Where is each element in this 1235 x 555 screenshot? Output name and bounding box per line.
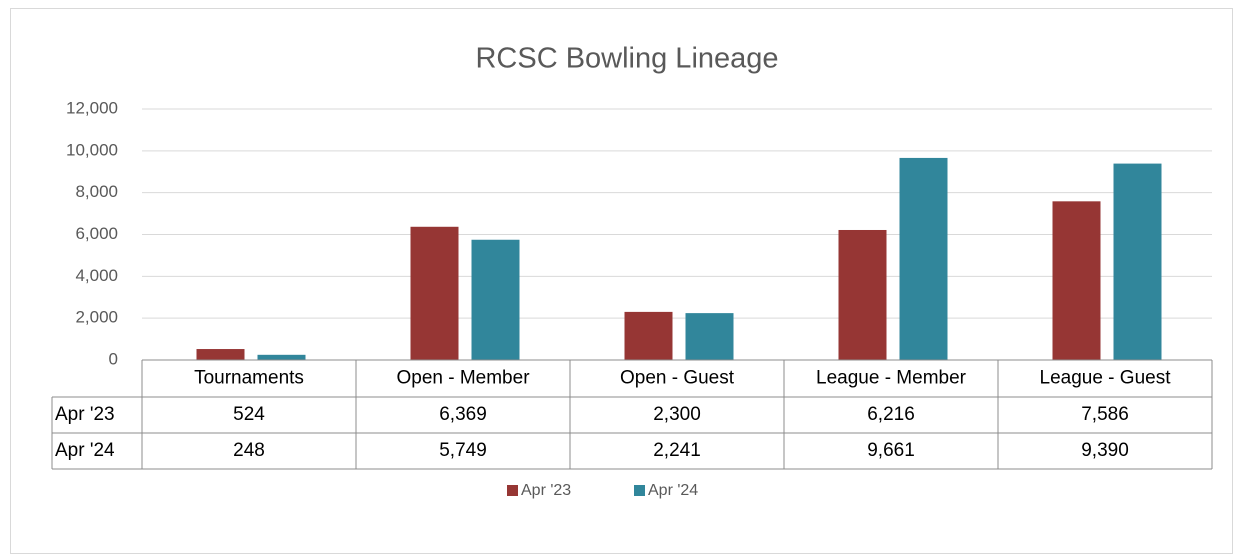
data-label: 248 xyxy=(233,440,265,461)
bar xyxy=(1113,163,1162,360)
data-label: 5,749 xyxy=(439,440,487,461)
bar xyxy=(624,311,673,360)
y-tick-label: 0 xyxy=(109,349,118,368)
chart-title: RCSC Bowling Lineage xyxy=(475,43,778,75)
y-tick-label: 8,000 xyxy=(75,182,118,201)
legend-label: Apr '23 xyxy=(521,482,571,499)
data-label: 9,661 xyxy=(867,440,915,461)
x-tick-label: Open - Guest xyxy=(620,368,735,389)
bar xyxy=(838,229,887,360)
x-tick-label: League - Member xyxy=(816,368,967,389)
data-label: 2,241 xyxy=(653,440,701,461)
bar xyxy=(685,313,734,360)
data-label: 6,369 xyxy=(439,404,487,425)
x-tick-label: Tournaments xyxy=(194,368,304,389)
data-label: 7,586 xyxy=(1081,404,1129,425)
data-label: 9,390 xyxy=(1081,440,1129,461)
legend-label: Apr '24 xyxy=(648,482,698,499)
bar xyxy=(1052,201,1101,360)
x-tick-label: Open - Member xyxy=(396,368,530,389)
row-header: Apr '24 xyxy=(55,440,115,461)
bar xyxy=(410,226,459,360)
data-label: 6,216 xyxy=(867,404,915,425)
chart-border xyxy=(10,8,1233,554)
y-tick-label: 4,000 xyxy=(75,266,118,285)
data-label: 2,300 xyxy=(653,404,701,425)
legend-swatch xyxy=(507,485,518,496)
bar xyxy=(196,349,245,360)
y-tick-label: 2,000 xyxy=(75,308,118,327)
y-tick-label: 10,000 xyxy=(66,140,118,159)
row-header: Apr '23 xyxy=(55,404,115,425)
bar xyxy=(899,157,948,360)
y-tick-label: 6,000 xyxy=(75,224,118,243)
bar xyxy=(471,239,520,360)
data-label: 524 xyxy=(233,404,265,425)
x-tick-label: League - Guest xyxy=(1040,368,1172,389)
bar xyxy=(257,354,306,360)
legend-swatch xyxy=(634,485,645,496)
y-tick-label: 12,000 xyxy=(66,98,118,117)
